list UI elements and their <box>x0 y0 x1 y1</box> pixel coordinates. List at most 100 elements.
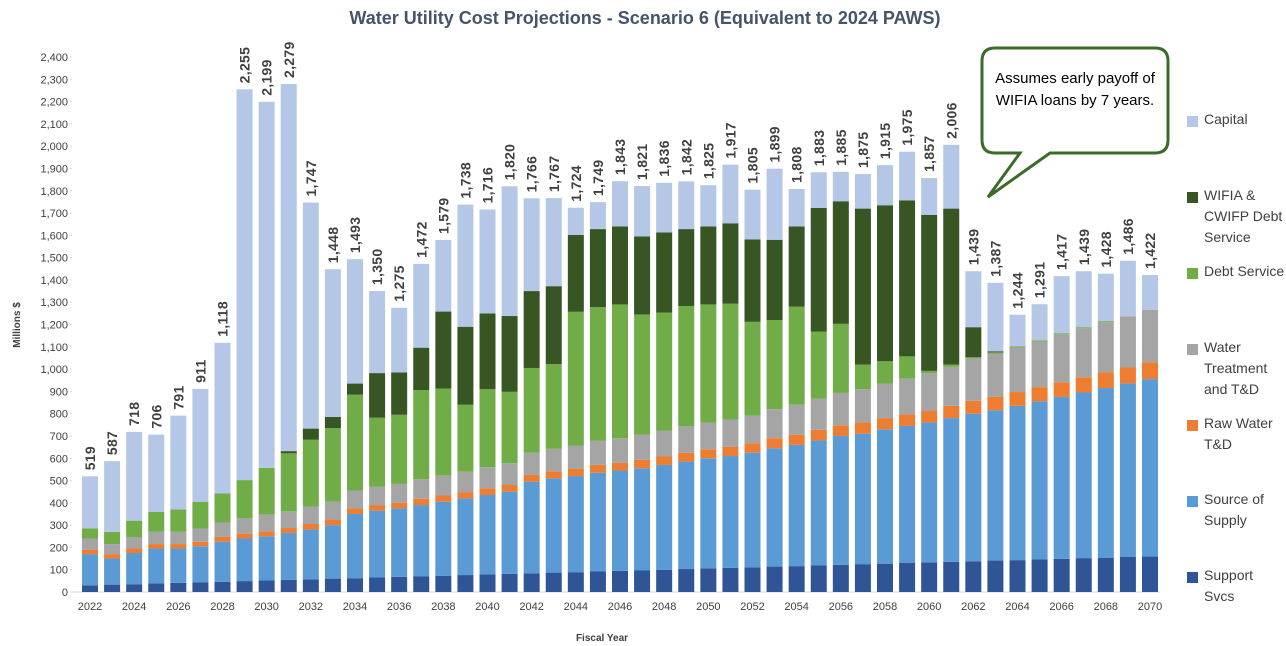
bar-segment <box>369 373 386 418</box>
bar-segment <box>832 435 849 565</box>
bar-segment <box>1142 379 1158 557</box>
bar-segment <box>501 485 518 492</box>
bar-segment <box>987 351 1004 353</box>
bar-segment <box>324 269 341 418</box>
bar-segment <box>435 311 452 389</box>
bar-segment <box>192 501 209 529</box>
total-label: 1,836 <box>656 140 672 177</box>
bar-segment <box>236 538 253 582</box>
x-axis-label: Fiscal Year <box>576 633 628 644</box>
total-label: 791 <box>170 385 186 409</box>
x-tick-label: 2030 <box>254 601 278 613</box>
bar-segment <box>104 531 121 545</box>
bar-segment <box>877 563 893 592</box>
total-label: 1,716 <box>480 167 496 204</box>
total-label: 1,842 <box>678 139 694 176</box>
bar-segment <box>523 452 540 475</box>
legend-swatch <box>1187 344 1198 355</box>
bar-segment <box>280 453 297 512</box>
bar-segment <box>1009 405 1026 561</box>
bar-segment <box>612 470 628 571</box>
bar-segment <box>965 357 982 359</box>
x-tick-label: 2040 <box>475 601 499 613</box>
bar-segment <box>788 306 805 405</box>
y-tick-label: 200 <box>50 542 68 554</box>
bar-segment <box>501 316 518 392</box>
bar-segment <box>1031 559 1048 592</box>
bar-segment <box>479 495 496 575</box>
total-label: 1,439 <box>1076 229 1092 266</box>
total-label: 1,885 <box>833 129 849 166</box>
bar-segment <box>1119 557 1136 592</box>
y-tick-label: 1,900 <box>40 163 68 175</box>
bar-segment <box>634 468 651 571</box>
x-tick-label: 2042 <box>519 601 543 613</box>
bar-segment <box>810 565 827 592</box>
bar-segment <box>347 578 363 592</box>
bar-segment <box>832 564 849 592</box>
bar-segment <box>148 434 165 512</box>
x-tick-label: 2044 <box>564 601 588 613</box>
bar-segment <box>369 505 386 511</box>
bar-segment <box>457 471 474 493</box>
y-tick-label: 2,300 <box>40 74 68 86</box>
total-label: 1,975 <box>899 109 915 146</box>
bar-segment <box>391 414 408 484</box>
y-tick-label: 0 <box>62 587 68 599</box>
bar-segment <box>479 389 496 468</box>
bar-segment <box>1053 382 1070 397</box>
x-tick-label: 2034 <box>343 601 367 613</box>
y-tick-label: 2,200 <box>40 97 68 109</box>
bar-segment <box>589 571 606 592</box>
bar-segment <box>501 491 518 574</box>
x-tick-label: 2026 <box>166 601 190 613</box>
bar-segment <box>634 236 651 315</box>
total-label: 1,766 <box>524 156 540 193</box>
bar-segment <box>214 522 231 537</box>
legend-label: Debt Service <box>1204 263 1285 279</box>
bar-segment <box>258 580 275 592</box>
y-tick-label: 2,100 <box>40 119 68 131</box>
y-tick-label: 700 <box>50 431 68 443</box>
bar-segment <box>700 568 717 592</box>
bar-segment <box>457 326 474 405</box>
bar-segment <box>413 390 430 480</box>
bar-segment <box>921 562 938 592</box>
bar-segment <box>788 226 805 307</box>
bar-segment <box>589 202 606 230</box>
bar-segment <box>369 486 386 506</box>
bar-segment <box>170 582 187 592</box>
bar-segment <box>391 483 408 503</box>
bar-segment <box>236 480 253 518</box>
bar-segment <box>1075 328 1092 378</box>
total-label: 1,875 <box>855 131 871 168</box>
bar-segment <box>1142 275 1158 311</box>
bar-segment <box>744 415 761 444</box>
legend-item: WIFIA & CWIFP Debt Service <box>1187 187 1286 248</box>
bar-segment <box>148 583 165 592</box>
total-label: 1,291 <box>1032 262 1048 299</box>
x-tick-label: 2022 <box>78 601 102 613</box>
bar-segment <box>810 172 827 208</box>
bar-segment <box>567 311 584 446</box>
bar-segment <box>413 498 430 506</box>
legend-item: Source of Supply <box>1187 491 1286 531</box>
bar-segment <box>766 566 783 592</box>
legend-label: Capital <box>1204 111 1248 127</box>
bar-segment <box>192 528 209 542</box>
bar-segment <box>678 229 695 306</box>
bar-segment <box>1119 316 1136 368</box>
bar-segment <box>192 388 209 502</box>
bar-segment <box>192 582 209 592</box>
bar-segment <box>943 208 960 365</box>
bar-segment <box>1053 396 1070 559</box>
bar-segment <box>788 444 805 567</box>
bar-segment <box>700 226 717 305</box>
bar-segment <box>612 462 628 471</box>
bar-segment <box>612 181 628 227</box>
bar-segment <box>965 561 982 592</box>
bar-segment <box>280 451 297 454</box>
bar-segment <box>943 364 960 367</box>
bar-segment <box>501 391 518 464</box>
